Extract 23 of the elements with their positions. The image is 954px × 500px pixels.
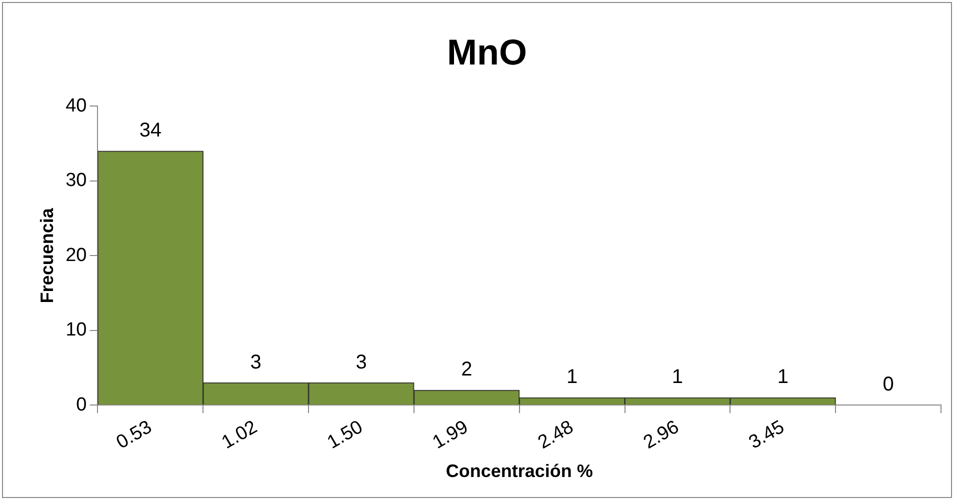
data-label: 1	[777, 366, 788, 388]
x-axis-title: Concentración %	[446, 461, 593, 482]
y-axis-title: Frecuencia	[36, 207, 57, 304]
x-tick-label: 1.99	[429, 416, 472, 454]
y-tick-label: 40	[66, 95, 87, 116]
x-tick-label: 3.45	[745, 416, 788, 454]
chart-title: MnO	[447, 32, 527, 73]
y-tick-label: 30	[66, 170, 87, 192]
x-tick-label: 1.02	[218, 416, 261, 454]
data-label: 1	[566, 366, 578, 388]
data-label: 3	[356, 351, 367, 374]
data-label: 2	[461, 358, 472, 381]
y-tick-label: 20	[66, 244, 87, 266]
data-label: 0	[882, 374, 894, 396]
data-label: 3	[250, 351, 262, 374]
x-tick-label: 1.50	[324, 416, 366, 454]
y-tick-label: 0	[76, 394, 87, 416]
y-tick-label: 10	[66, 320, 87, 341]
x-tick-label: 0.53	[113, 416, 156, 454]
x-tick-label: 2.48	[534, 416, 578, 454]
x-tick-label: 2.96	[640, 416, 683, 454]
data-label: 34	[139, 120, 162, 142]
data-label: 1	[672, 366, 684, 388]
